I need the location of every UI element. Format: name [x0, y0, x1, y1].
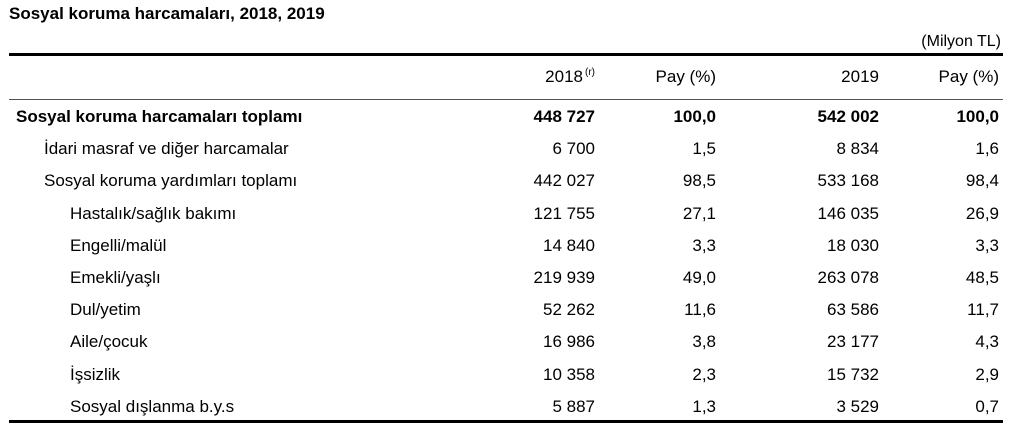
share-2018: 27,1	[682, 204, 716, 223]
value-2018: 10 358	[543, 365, 595, 384]
share-2018: 49,0	[682, 268, 716, 287]
value-2019: 8 834	[836, 139, 879, 158]
value-2019: 542 002	[817, 107, 879, 126]
value-2018: 5 887	[552, 397, 595, 416]
value-2019: 263 078	[817, 268, 879, 287]
row-label: Engelli/malül	[70, 236, 167, 255]
header-2018: 2018 (r)	[545, 67, 595, 86]
share-2018: 100,0	[673, 107, 716, 126]
table-title: Sosyal koruma harcamaları, 2018, 2019	[9, 4, 325, 23]
value-2018: 6 700	[552, 139, 595, 158]
value-2019: 18 030	[827, 236, 879, 255]
row-label: Dul/yetim	[70, 300, 141, 319]
value-2019: 533 168	[817, 171, 879, 190]
share-2018: 1,5	[692, 139, 716, 158]
share-2018: 11,6	[684, 300, 716, 319]
share-2019: 26,9	[965, 204, 999, 223]
share-2019: 2,9	[975, 365, 999, 384]
share-2019: 48,5	[965, 268, 999, 287]
unit-label: (Milyon TL)	[921, 33, 1001, 50]
share-2018: 1,3	[692, 397, 716, 416]
header-rule	[9, 99, 1003, 100]
revised-note: (r)	[585, 67, 595, 78]
value-2019: 146 035	[817, 204, 879, 223]
value-2018: 52 262	[543, 300, 595, 319]
share-2019: 4,3	[975, 332, 999, 351]
value-2019: 63 586	[827, 300, 879, 319]
share-2018: 98,5	[682, 171, 716, 190]
row-label: Sosyal koruma yardımları toplamı	[44, 171, 298, 190]
value-2019: 15 732	[827, 365, 879, 384]
share-2019: 100,0	[956, 107, 999, 126]
value-2019: 3 529	[836, 397, 879, 416]
row-label: İdari masraf ve diğer harcamalar	[44, 139, 289, 158]
value-2018: 121 755	[533, 204, 595, 223]
share-2019: 0,7	[975, 397, 999, 416]
row-label: Sosyal dışlanma b.y.s	[70, 397, 235, 416]
share-2018: 3,8	[692, 332, 716, 351]
value-2018: 448 727	[533, 107, 595, 126]
bottom-rule	[9, 420, 1003, 423]
row-label: Hastalık/sağlık bakımı	[70, 204, 237, 223]
value-2018: 16 986	[543, 332, 595, 351]
value-2018: 442 027	[533, 171, 595, 190]
share-2019: 98,4	[965, 171, 999, 190]
top-rule	[9, 53, 1003, 56]
share-2019: 11,7	[967, 300, 999, 319]
value-2019: 23 177	[827, 332, 879, 351]
value-2018: 14 840	[543, 236, 595, 255]
share-2019: 3,3	[975, 236, 999, 255]
header-pay-2019: Pay (%)	[938, 67, 999, 86]
header-2019: 2019	[841, 67, 879, 86]
row-label: İşsizlik	[70, 365, 121, 384]
share-2018: 2,3	[692, 365, 716, 384]
value-2018: 219 939	[533, 268, 595, 287]
row-label: Aile/çocuk	[70, 332, 148, 351]
row-label: Emekli/yaşlı	[70, 268, 161, 287]
share-2019: 1,6	[975, 139, 999, 158]
share-2018: 3,3	[692, 236, 716, 255]
row-label: Sosyal koruma harcamaları toplamı	[16, 107, 303, 126]
header-pay-2018: Pay (%)	[655, 67, 716, 86]
